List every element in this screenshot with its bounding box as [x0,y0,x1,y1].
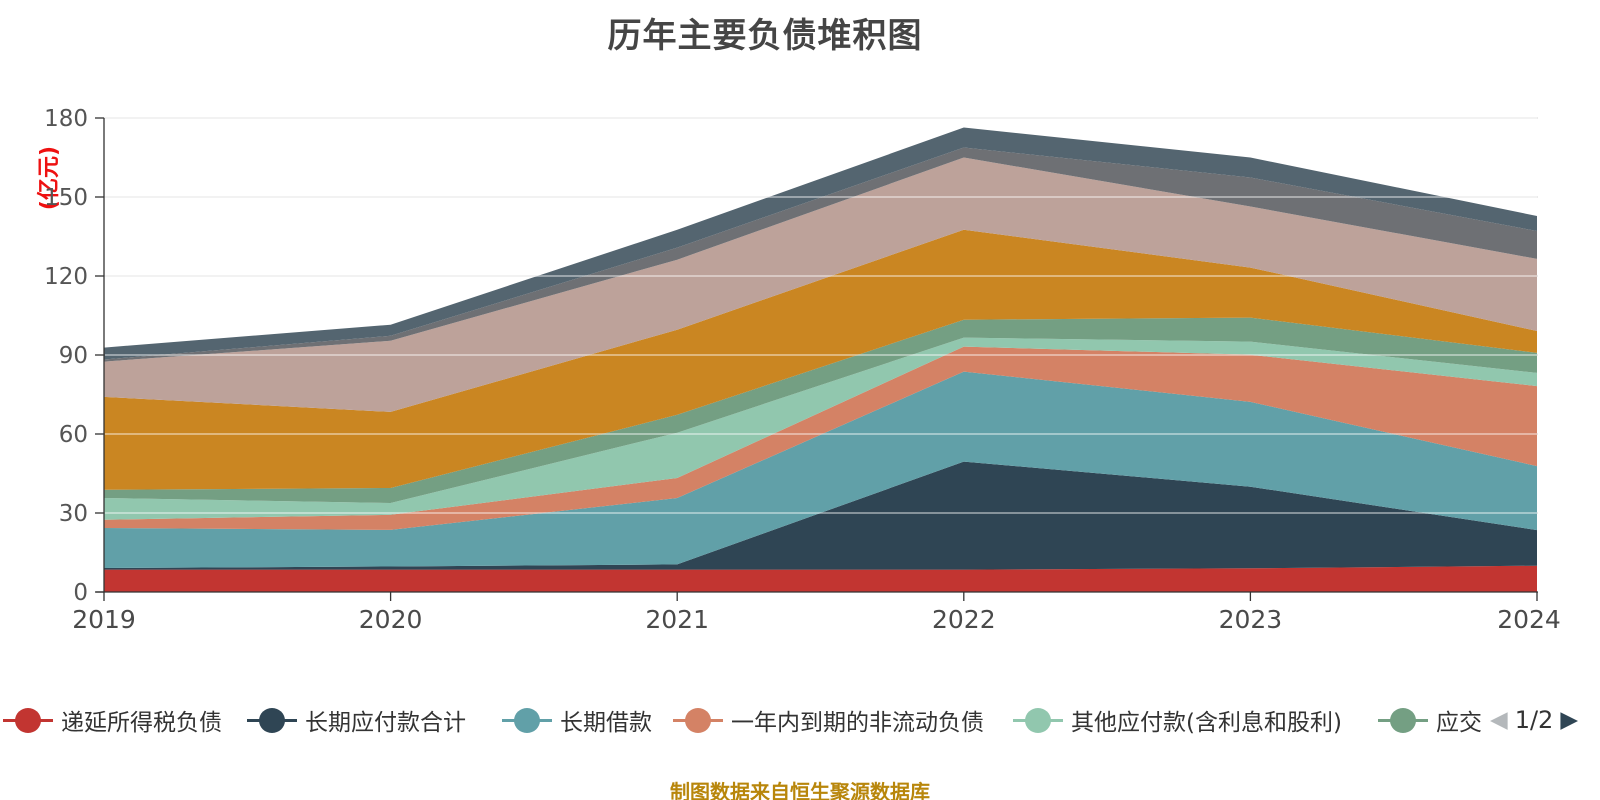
legend-marker-icon [247,707,297,733]
legend-item-label: 应交 [1436,710,1482,736]
legend-item-4[interactable]: 一年内到期的非流动负债 [673,704,984,736]
legend-dot-icon [1025,707,1051,733]
area-series-1 [104,565,1537,592]
area-series-10 [104,127,1537,360]
legend-item-label: 其他应付款(含利息和股利) [1071,710,1342,736]
legend-pager: ◀ 1/2 ▶ [1490,704,1600,736]
legend-dot-icon [514,707,540,733]
area-series-7 [104,229,1537,490]
chart-title: 历年主要负债堆积图 [607,16,923,56]
x-tick-label: 2022 [932,605,996,634]
x-tick-label: 2024 [1497,605,1561,634]
y-tick-label: 90 [59,343,88,369]
x-tick-label: 2020 [359,605,423,634]
y-tick-label: 180 [44,106,88,132]
area-series-5 [104,337,1537,520]
legend-item-6[interactable]: 应交 [1378,704,1482,736]
y-tick-label: 60 [59,422,88,448]
legend-item-1[interactable]: 递延所得税负债 [3,704,222,736]
area-series-3 [104,371,1537,568]
legend-prev-icon[interactable]: ◀ [1490,707,1508,733]
legend-dot-icon [685,707,711,733]
legend-next-icon[interactable]: ▶ [1560,707,1579,733]
legend-item-5[interactable]: 其他应付款(含利息和股利) [1013,704,1342,736]
area-series-2 [104,461,1537,570]
legend-dot-icon [259,707,285,733]
legend-marker-icon [3,707,53,733]
legend-dot-icon [15,707,41,733]
y-tick-label: 0 [73,580,88,606]
y-tick-label: 120 [44,264,88,290]
legend-item-label: 长期借款 [560,710,652,736]
legend-marker-icon [1013,707,1063,733]
legend-marker-icon [673,707,723,733]
legend-marker-icon [502,707,552,733]
area-series-8 [104,157,1537,412]
stacked-area-plot: 0 30 60 90 120 150 180 2019 2020 2021 2022 2023 2024 [44,106,1561,634]
legend-page-indicator: 1/2 [1514,706,1554,734]
x-tick-label: 2023 [1219,605,1283,634]
source-note: 制图数据来自恒生聚源数据库 [670,780,930,800]
y-tick-label: 30 [59,501,88,527]
x-tick-label: 2019 [72,605,136,634]
legend-dot-icon [1390,707,1416,733]
legend: 递延所得税负债 长期应付款合计 长期借款 一年内到期的非流动负债 其他应付款(含利息和股… [0,704,1600,736]
legend-item-label: 递延所得税负债 [61,710,222,736]
legend-marker-icon [1378,707,1428,733]
legend-item-2[interactable]: 长期应付款合计 [247,704,466,736]
y-tick-label: 150 [44,185,88,211]
x-tick-label: 2021 [645,605,709,634]
area-series-6 [104,317,1537,503]
legend-item-label: 长期应付款合计 [305,710,466,736]
area-series-4 [104,346,1537,530]
legend-item-label: 一年内到期的非流动负债 [731,710,984,736]
legend-item-3[interactable]: 长期借款 [502,704,652,736]
